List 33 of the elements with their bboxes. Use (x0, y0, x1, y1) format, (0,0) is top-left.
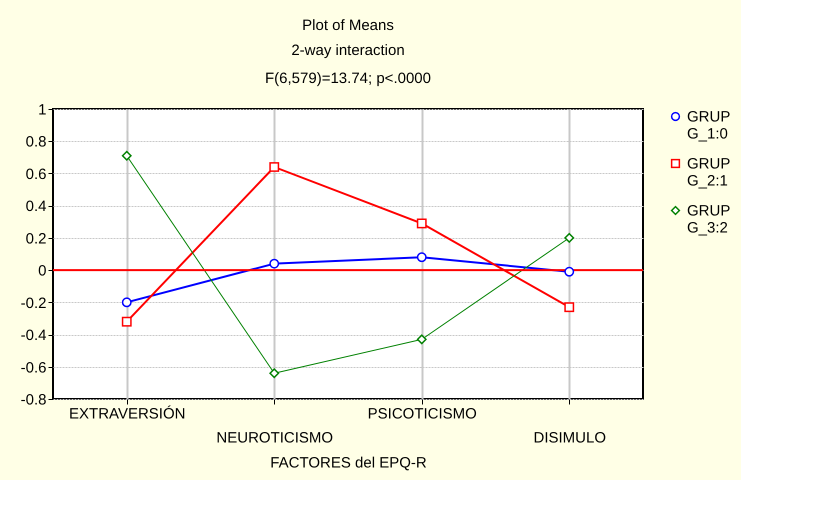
point (269, 162, 280, 172)
x-tick-label: NEUROTICISMO (216, 430, 334, 446)
y-tick-label: 0.6 (26, 166, 46, 183)
point (122, 297, 132, 308)
legend-label: GRUP G_3:2 (687, 202, 730, 236)
point (416, 252, 427, 262)
y-tick-label: -0.6 (20, 359, 46, 376)
point (416, 218, 427, 228)
point (269, 258, 280, 269)
point (122, 150, 132, 161)
point (564, 266, 574, 277)
text: F(6,579)=13.74; p<.0000 (265, 70, 431, 87)
y-tick-label: 0.4 (26, 198, 46, 216)
point (416, 334, 427, 344)
chart-subtitle: 2-way interaction (291, 42, 405, 59)
x-tick-label: PSICOTICISMO (368, 406, 477, 422)
point (564, 232, 574, 243)
x-tick-label: EXTRAVERSIÓN (69, 404, 186, 422)
x-tick-label: DISIMULO (533, 430, 606, 446)
y-tick-label: -0.2 (20, 294, 46, 312)
legend-label: GRUP G_2:1 (687, 156, 730, 190)
point (269, 368, 280, 378)
y-tick-label: 0.8 (26, 134, 46, 151)
y-tick-label: -0.8 (20, 392, 46, 408)
y-tick-label: 0.2 (26, 230, 46, 248)
chart-title: Plot of Means (302, 17, 394, 34)
point (122, 316, 132, 327)
y-tick-label: -0.4 (20, 327, 46, 344)
y-tick-label: 1 (38, 102, 46, 118)
y-tick-label: 0 (38, 262, 46, 280)
x-axis-title: FACTORES del EPQ-R (270, 454, 427, 472)
point (564, 302, 574, 312)
legend-label: GRUP G_1:0 (687, 108, 730, 142)
